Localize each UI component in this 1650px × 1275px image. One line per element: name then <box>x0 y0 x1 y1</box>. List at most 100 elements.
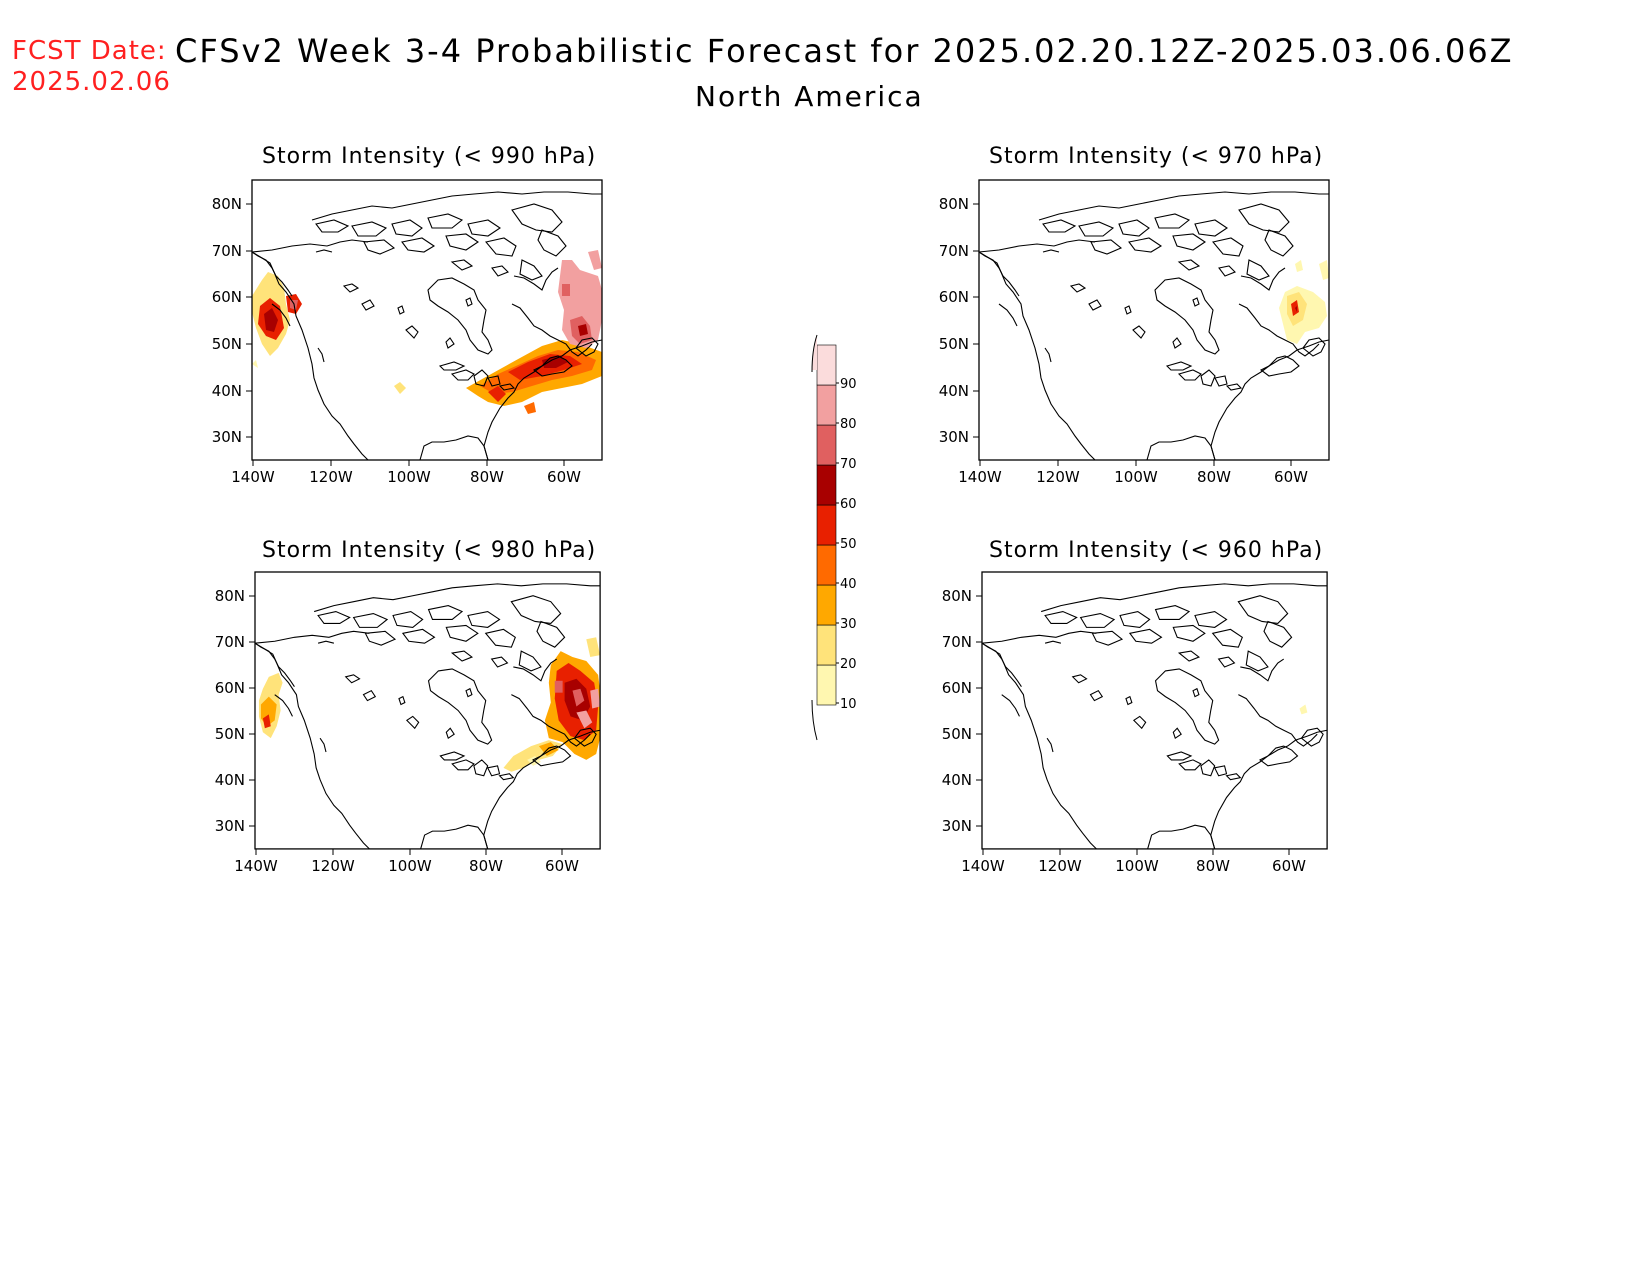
lat-tick-label: 40N <box>212 382 242 400</box>
lon-tick-label: 120W <box>311 857 355 875</box>
lon-tick-label: 60W <box>547 468 581 486</box>
fcst-date-value: 2025.02.06 <box>12 67 171 97</box>
map-frame-990 <box>251 179 603 461</box>
lon-axis-980: 140W 120W 100W 80W 60W <box>234 849 579 875</box>
map-960 <box>981 571 1328 850</box>
lat-tick-label: 60N <box>939 288 969 306</box>
colorbar-swatch <box>816 384 837 426</box>
lat-tick-label: 50N <box>215 725 245 743</box>
lon-tick-label: 60W <box>545 857 579 875</box>
colorbar-tick-label: 80 <box>840 417 857 432</box>
forecast-date-block: FCST Date: 2025.02.06 <box>12 36 171 98</box>
lat-tick-label: 50N <box>939 335 969 353</box>
lon-tick-label: 120W <box>309 468 353 486</box>
colorbar-tick-label: 10 <box>840 697 857 712</box>
colorbar-tick-label: 30 <box>840 617 857 632</box>
lat-axis-980: 80N 70N 60N 50N 40N 30N <box>215 587 255 835</box>
lon-tick-label: 140W <box>231 468 275 486</box>
colorbar-bottom-curve <box>811 699 818 741</box>
lat-axis-960: 80N 70N 60N 50N 40N 30N <box>942 587 982 835</box>
fcst-date-label: FCST Date: <box>12 36 167 66</box>
lat-tick-label: 70N <box>212 242 242 260</box>
lon-tick-label: 60W <box>1272 857 1306 875</box>
colorbar-swatch <box>816 464 837 506</box>
lon-tick-label: 100W <box>1114 468 1158 486</box>
colorbar-top-curve <box>811 334 818 373</box>
panel-990: Storm Intensity (< 990 hPa) <box>212 144 603 486</box>
lon-tick-label: 80W <box>469 857 503 875</box>
lat-tick-label: 60N <box>212 288 242 306</box>
panel-title-960: Storm Intensity (< 960 hPa) <box>989 538 1323 563</box>
colorbar-tick-label: 40 <box>840 577 857 592</box>
lat-axis-990: 80N 70N 60N 50N 40N 30N <box>212 195 252 446</box>
lon-tick-label: 100W <box>387 468 431 486</box>
lat-tick-label: 70N <box>942 633 972 651</box>
map-frame-980 <box>254 571 601 850</box>
colorbar-swatch <box>816 344 837 386</box>
prob-shading-970 <box>1279 260 1329 344</box>
lat-tick-label: 40N <box>942 771 972 789</box>
panel-title-990: Storm Intensity (< 990 hPa) <box>262 144 596 169</box>
colorbar-labels: 10 20 30 40 50 60 70 80 90 <box>836 377 857 712</box>
lat-tick-label: 60N <box>942 679 972 697</box>
page-title: CFSv2 Week 3-4 Probabilistic Forecast fo… <box>175 32 1514 70</box>
lon-tick-label: 140W <box>961 857 1005 875</box>
colorbar-swatch <box>816 424 837 466</box>
region-title: North America <box>695 80 924 113</box>
map-990 <box>251 179 603 461</box>
colorbar-tick-label: 60 <box>840 497 857 512</box>
lon-tick-label: 60W <box>1274 468 1308 486</box>
lat-tick-label: 70N <box>939 242 969 260</box>
lon-axis-960: 140W 120W 100W 80W 60W <box>961 849 1306 875</box>
colorbar-tick-label: 50 <box>840 537 857 552</box>
lon-tick-label: 140W <box>234 857 278 875</box>
panel-970: Storm Intensity (< 970 hPa) 80N 70N 60N … <box>939 144 1330 486</box>
panel-960: Storm Intensity (< 960 hPa) 80N 70N 60N … <box>942 538 1328 875</box>
lon-tick-label: 120W <box>1038 857 1082 875</box>
lon-axis-970: 140W 120W 100W 80W 60W <box>958 460 1308 486</box>
colorbar-swatch <box>816 584 837 626</box>
lon-tick-label: 80W <box>1196 857 1230 875</box>
map-970 <box>978 179 1330 461</box>
map-frame-970 <box>978 179 1330 461</box>
lat-tick-label: 80N <box>942 587 972 605</box>
lat-tick-label: 80N <box>939 195 969 213</box>
lat-tick-label: 80N <box>215 587 245 605</box>
lat-tick-label: 40N <box>939 382 969 400</box>
colorbar-segments <box>816 344 837 706</box>
map-980 <box>254 571 601 850</box>
lon-tick-label: 100W <box>388 857 432 875</box>
lat-axis-970: 80N 70N 60N 50N 40N 30N <box>939 195 979 446</box>
lon-tick-label: 80W <box>470 468 504 486</box>
lon-tick-label: 100W <box>1115 857 1159 875</box>
colorbar-tick-label: 90 <box>840 377 857 392</box>
lat-tick-label: 40N <box>215 771 245 789</box>
colorbar-swatch <box>816 544 837 586</box>
lat-tick-label: 50N <box>942 725 972 743</box>
colorbar-tick-label: 20 <box>840 657 857 672</box>
colorbar-swatch <box>816 504 837 546</box>
lat-tick-label: 70N <box>215 633 245 651</box>
lat-tick-label: 50N <box>212 335 242 353</box>
lat-tick-label: 30N <box>939 428 969 446</box>
lat-tick-label: 80N <box>212 195 242 213</box>
map-frame-960 <box>981 571 1328 850</box>
lat-tick-label: 30N <box>215 817 245 835</box>
lon-tick-label: 140W <box>958 468 1002 486</box>
prob-shading-980 <box>258 637 601 772</box>
colorbar-swatch <box>816 664 837 706</box>
lat-tick-label: 30N <box>942 817 972 835</box>
colorbar-tick-label: 70 <box>840 457 857 472</box>
lon-tick-label: 80W <box>1197 468 1231 486</box>
panel-title-970: Storm Intensity (< 970 hPa) <box>989 144 1323 169</box>
panel-980: Storm Intensity (< 980 hPa) <box>215 538 601 875</box>
lon-tick-label: 120W <box>1036 468 1080 486</box>
lon-axis-990: 140W 120W 100W 80W 60W <box>231 460 581 486</box>
colorbar-swatch <box>816 624 837 666</box>
lat-tick-label: 30N <box>212 428 242 446</box>
colorbar: 10 20 30 40 50 60 70 80 90 <box>811 334 857 741</box>
lat-tick-label: 60N <box>215 679 245 697</box>
colorbar-top-cap <box>812 335 817 370</box>
prob-shading-960 <box>1299 704 1308 715</box>
